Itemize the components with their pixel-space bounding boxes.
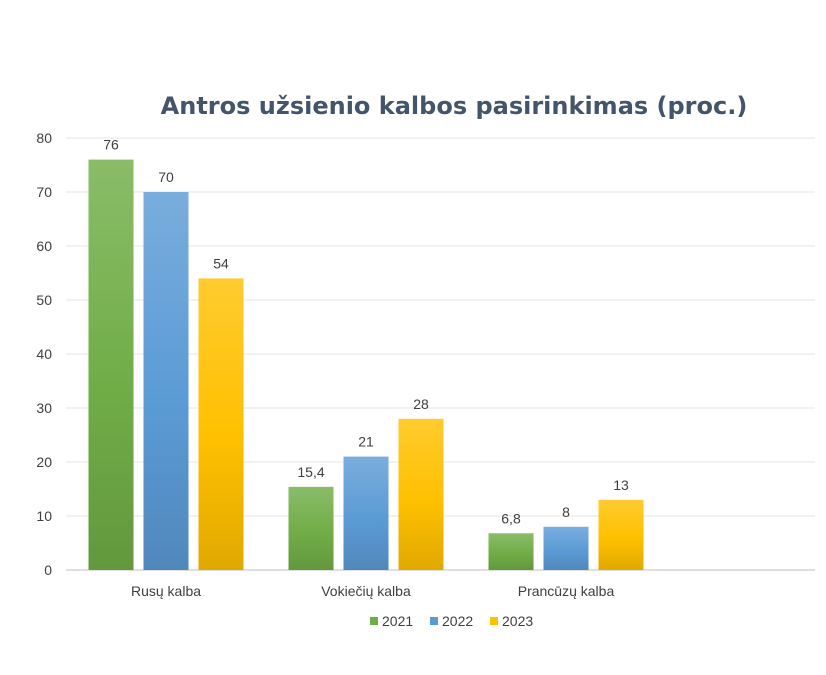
legend-label: 2021 xyxy=(382,613,413,629)
data-label: 28 xyxy=(413,396,429,412)
y-axis-ticks: 0 10 20 30 40 50 60 70 80 xyxy=(36,130,52,578)
bar-2022-2 xyxy=(543,526,589,570)
legend-label: 2023 xyxy=(502,613,533,629)
legend-label: 2022 xyxy=(442,613,473,629)
y-tick-label: 80 xyxy=(36,130,52,146)
data-label: 70 xyxy=(158,169,174,185)
data-label: 21 xyxy=(358,434,374,450)
y-tick-label: 10 xyxy=(36,508,52,524)
y-tick-label: 40 xyxy=(36,346,52,362)
bar-2023-1 xyxy=(398,418,444,570)
data-label: 13 xyxy=(613,477,629,493)
gridlines xyxy=(66,137,815,571)
x-axis-categories: Rusų kalba Vokiečių kalba Prancūzų kalba xyxy=(131,583,614,599)
data-label: 76 xyxy=(103,137,119,153)
x-category-label: Rusų kalba xyxy=(131,583,201,599)
x-category-label: Prancūzų kalba xyxy=(518,583,615,599)
bars xyxy=(88,159,644,570)
x-category-label: Vokiečių kalba xyxy=(321,583,411,599)
y-tick-label: 70 xyxy=(36,184,52,200)
bar-2022-1 xyxy=(343,456,389,570)
chart-title: Antros užsienio kalbos pasirinkimas (pro… xyxy=(161,92,748,120)
bar-2023-2 xyxy=(598,499,644,570)
bar-2021-0 xyxy=(88,159,134,570)
y-tick-label: 20 xyxy=(36,454,52,470)
legend-swatch-2021 xyxy=(370,617,378,625)
y-tick-label: 0 xyxy=(44,562,52,578)
legend-swatch-2023 xyxy=(490,617,498,625)
bar-2022-0 xyxy=(143,192,189,570)
data-label: 6,8 xyxy=(501,510,521,526)
data-label: 8 xyxy=(562,504,570,520)
bar-2021-1 xyxy=(288,486,334,570)
legend-swatch-2022 xyxy=(430,617,438,625)
y-tick-label: 50 xyxy=(36,292,52,308)
data-labels: 76 70 54 15,4 21 28 6,8 8 13 xyxy=(103,137,629,527)
bar-2021-2 xyxy=(488,533,534,570)
y-tick-label: 60 xyxy=(36,238,52,254)
legend: 2021 2022 2023 xyxy=(370,613,533,629)
data-label: 15,4 xyxy=(297,464,324,480)
y-tick-label: 30 xyxy=(36,400,52,416)
data-label: 54 xyxy=(213,255,229,271)
bar-2023-0 xyxy=(198,278,244,570)
